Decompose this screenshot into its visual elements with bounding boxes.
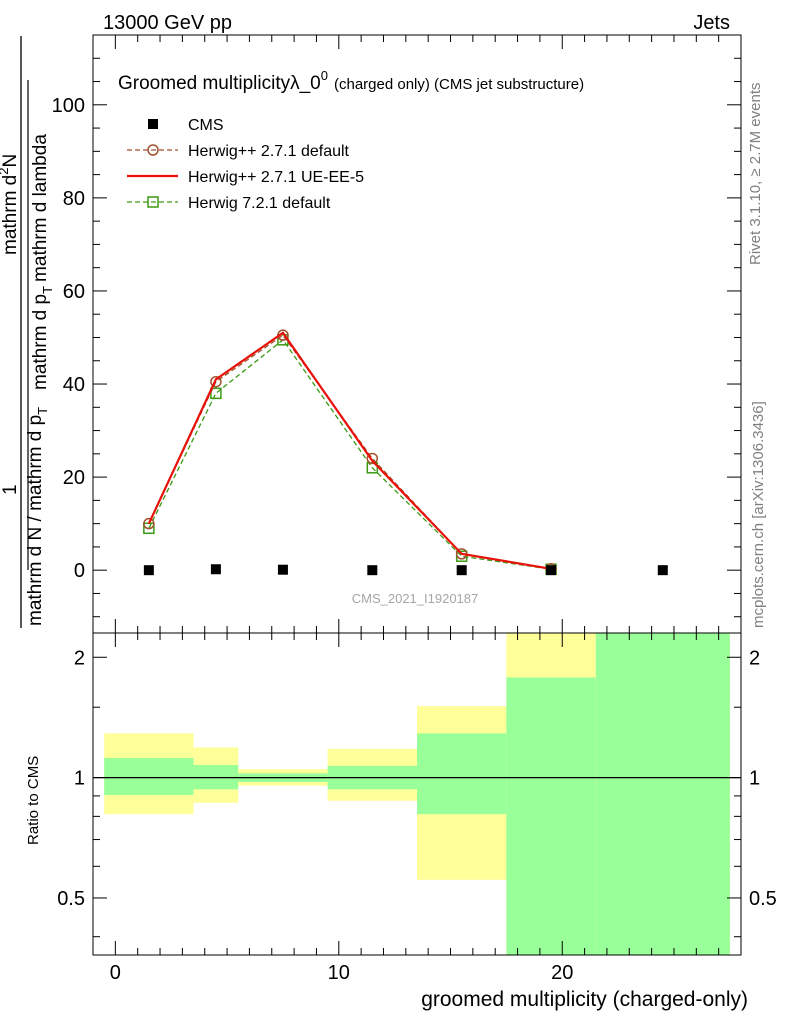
legend-marker [147,144,159,156]
legend-marker [147,196,159,208]
ratio-bands [104,633,730,955]
ratio-xtick-label: 10 [328,962,350,984]
ratio-panel: 0.5 0.51 12 20 10 20 Ratio to CMS groomed mul… [25,632,777,1011]
mcplots-label: mcplots.cern.ch [arXiv:1306.3436] [750,401,767,628]
series-point [143,517,155,530]
series-point [367,565,378,576]
energy-label: 13000 GeV pp [103,12,232,34]
legend: CMS Herwig++ 2.7.1 default Herwig++ 2.7.1 … [127,117,364,212]
ylabel-denominator: mathrm d N / mathrm d pT [25,407,50,626]
main-ytick-label: 100 [52,95,85,117]
series-point [546,565,557,576]
main-ytick-label: 20 [63,467,85,489]
main-panel: 0 20 40 60 80 100 Groomed multiplicityλ_00(ch… [0,34,742,634]
main-title: Groomed multiplicityλ_00(charged only) (… [118,68,584,94]
series-point [210,375,222,388]
ratio-ytick-label-right: 0.5 [749,888,777,910]
main-ticks: 0 20 40 60 80 100 [52,35,741,633]
series-point [456,565,467,576]
rivet-label: Rivet 3.1.10, ≥ 2.7M events [747,83,764,266]
legend-label: CMS [188,117,224,134]
ratio-xlabel: groomed multiplicity (charged-only) [421,988,748,1011]
series-point [143,565,154,576]
series-line [148,338,552,570]
ratio-xtick-label: 0 [110,962,121,984]
main-series [143,329,668,576]
ratio-band-inner [104,757,194,795]
legend-label: Herwig 7.2.1 default [188,195,331,212]
ratio-band-inner [417,733,507,815]
series-line [147,331,552,570]
legend-label: Herwig++ 2.7.1 UE-EE-5 [188,169,364,186]
series-point [657,565,668,576]
series-point [277,564,288,575]
legend-marker [148,119,158,129]
main-ytick-label: 40 [63,374,85,396]
ylabel-numerator: 1 [0,484,21,495]
ratio-ytick-label: 0.5 [57,888,85,910]
analysis-label: CMS_2021_I1920187 [352,591,479,606]
ratio-ticks: 0.5 0.51 12 20 10 20 [57,633,777,984]
ratio-ylabel: Ratio to CMS [25,756,42,845]
ratio-xtick-label: 20 [551,962,573,984]
series-point [210,564,221,575]
ratio-band-inner [595,633,730,955]
ratio-frame [92,632,742,956]
ylabel-frac-den: mathrm d pTmathrm d lambda [30,134,55,390]
main-ytick-label: 80 [63,188,85,210]
ylabel-frac-num: mathrm d2N [0,154,21,255]
main-ytick-label: 60 [63,281,85,303]
process-label: Jets [693,12,730,34]
main-ylabel: 1 mathrm d N / mathrm d pT mathrm d2N ma… [0,36,55,628]
ratio-ytick-label: 2 [74,647,85,669]
main-ytick-label: 0 [74,560,85,582]
ratio-ytick-label-right: 2 [749,647,760,669]
legend-label: Herwig++ 2.7.1 default [188,143,350,160]
series-point [366,452,379,465]
ratio-band-inner [506,677,596,955]
ratio-ytick-label: 1 [74,768,85,790]
ratio-ytick-label-right: 1 [749,768,760,790]
